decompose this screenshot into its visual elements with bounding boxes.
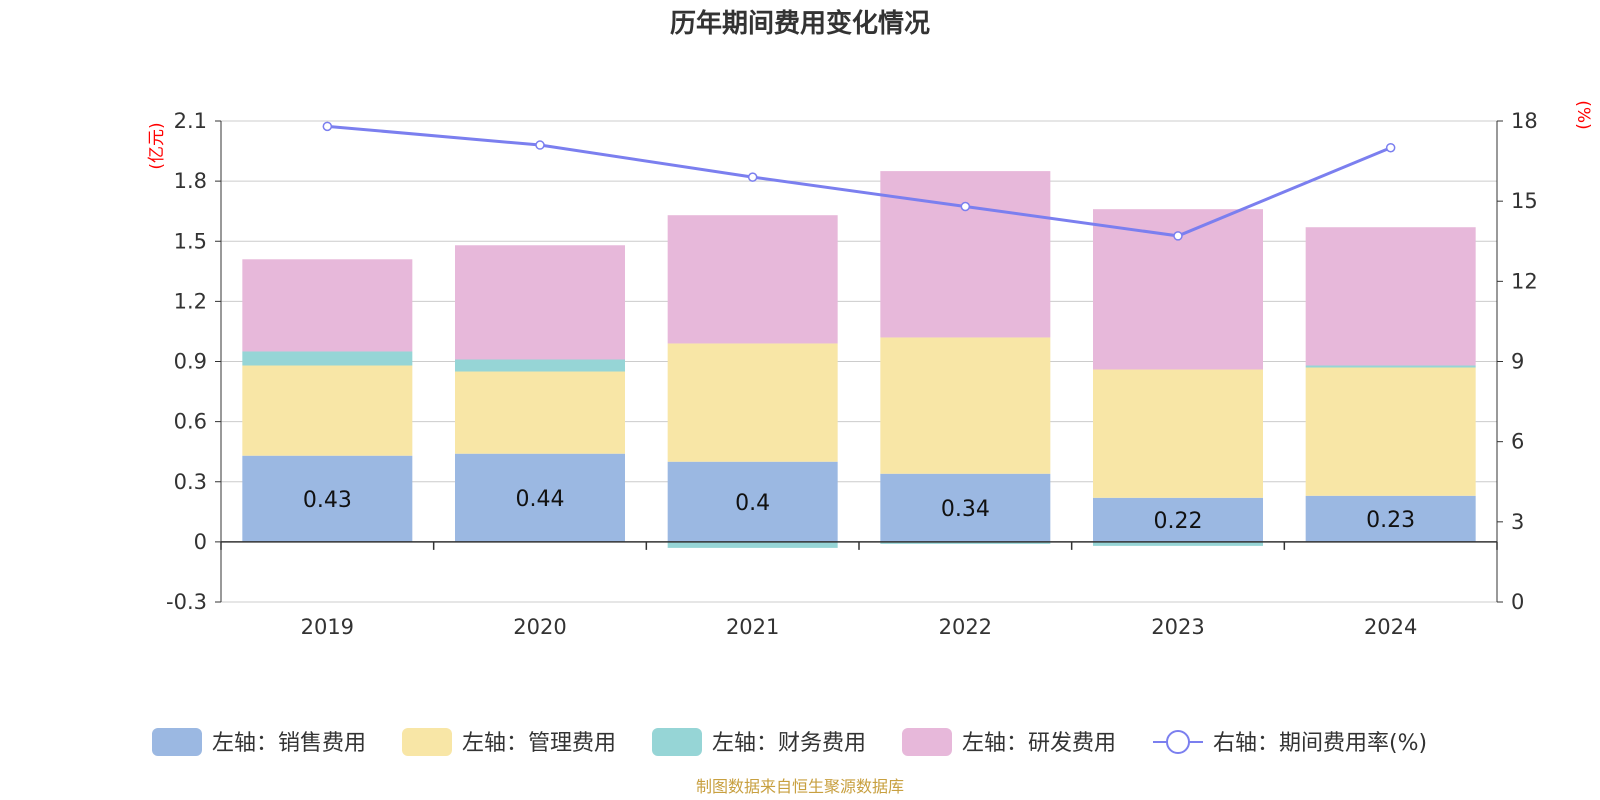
chart-title: 历年期间费用变化情况 bbox=[670, 8, 930, 39]
legend-marker bbox=[1166, 730, 1190, 754]
legend-label: 左轴：销售费用 bbox=[212, 731, 366, 756]
x-tick-label: 2019 bbox=[301, 615, 354, 639]
right-tick-label: 15 bbox=[1511, 189, 1538, 213]
right-tick-label: 12 bbox=[1511, 269, 1538, 293]
bar-data-label: 0.23 bbox=[1366, 508, 1415, 533]
rate-line bbox=[322, 121, 1396, 241]
left-tick-label: 0.6 bbox=[174, 410, 207, 434]
legend-swatch bbox=[402, 728, 452, 756]
left-tick-label: 2.1 bbox=[174, 109, 207, 133]
legend-swatch bbox=[152, 728, 202, 756]
right-tick-label: 18 bbox=[1511, 109, 1538, 133]
bar-segment bbox=[242, 455, 413, 542]
bar-segment bbox=[1093, 497, 1263, 542]
right-tick-label: 6 bbox=[1511, 430, 1524, 454]
source-note: 制图数据来自恒生聚源数据库 bbox=[696, 777, 904, 796]
rate-point bbox=[1385, 142, 1396, 153]
rate-point bbox=[960, 201, 971, 212]
legend-label: 左轴：财务费用 bbox=[712, 731, 866, 756]
x-tick-label: 2020 bbox=[513, 615, 566, 639]
legend-swatch bbox=[652, 728, 702, 756]
bar-segment bbox=[667, 461, 838, 542]
right-axis: 18 15 12 9 6 3 0 bbox=[1496, 109, 1538, 614]
legend-item[interactable]: 左轴：管理费用 bbox=[402, 728, 616, 756]
rate-point bbox=[322, 121, 333, 132]
legend-swatch bbox=[902, 728, 952, 756]
bar-segment bbox=[880, 337, 1051, 474]
left-tick-label: 1.2 bbox=[174, 289, 207, 313]
rate-point bbox=[1173, 231, 1183, 241]
bar-segment bbox=[667, 541, 838, 548]
legend-label: 左轴：管理费用 bbox=[462, 731, 616, 756]
bar-segment bbox=[455, 359, 625, 372]
bar-segment bbox=[242, 259, 413, 352]
left-axis: 2.1 1.8 1.5 1.2 0.9 0.6 0.3 0 -0.3 bbox=[166, 109, 222, 614]
x-axis bbox=[220, 541, 1498, 550]
bar-data-label: 0.44 bbox=[516, 487, 565, 512]
legend-item[interactable]: 左轴：销售费用 bbox=[152, 728, 366, 756]
bar-data-label: 0.43 bbox=[303, 488, 352, 513]
bar-segment bbox=[1093, 541, 1263, 546]
bar-segment bbox=[455, 245, 625, 360]
bar-segment bbox=[880, 473, 1051, 542]
bar-segment bbox=[667, 215, 838, 344]
bar-segment bbox=[455, 453, 625, 542]
x-tick-label: 2024 bbox=[1364, 615, 1417, 639]
rate-point bbox=[747, 172, 758, 182]
x-tick-label: 2023 bbox=[1151, 615, 1204, 639]
bar-data-label: 0.34 bbox=[941, 497, 990, 522]
bar-segment bbox=[880, 171, 1051, 338]
right-tick-label: 3 bbox=[1511, 510, 1524, 534]
legend[interactable]: 左轴：销售费用 左轴：管理费用 左轴：财务费用 左轴：研发费用 右轴：期间费用率(%) bbox=[152, 728, 1427, 756]
bar-segment bbox=[667, 343, 838, 462]
left-tick-label: 0.3 bbox=[174, 470, 207, 494]
legend-item[interactable]: 右轴：期间费用率(%) bbox=[1153, 730, 1427, 756]
bar-segment bbox=[1305, 495, 1476, 542]
rate-line-path bbox=[327, 124, 1392, 238]
left-tick-label: 0 bbox=[194, 530, 207, 554]
bar-segment bbox=[1305, 227, 1476, 366]
right-tick-label: 0 bbox=[1511, 590, 1524, 614]
bar-segment bbox=[242, 365, 413, 456]
bar-segment bbox=[880, 541, 1051, 544]
left-tick-label: 1.5 bbox=[174, 229, 207, 253]
left-tick-label: 1.8 bbox=[174, 169, 207, 193]
bar-segment bbox=[1305, 365, 1476, 368]
x-tick-label: 2022 bbox=[939, 615, 992, 639]
grid-lines bbox=[221, 120, 1497, 603]
bar-segment bbox=[242, 351, 413, 366]
legend-item[interactable]: 左轴：财务费用 bbox=[652, 728, 866, 756]
left-tick-label: 0.9 bbox=[174, 350, 207, 374]
right-axis-unit: (%) bbox=[1573, 100, 1593, 129]
left-tick-label: -0.3 bbox=[166, 590, 207, 614]
bar-labels: 0.43 0.44 0.4 0.34 0.22 0.23 bbox=[303, 487, 1415, 534]
left-axis-unit: (亿元) bbox=[147, 122, 167, 169]
bar-data-label: 0.22 bbox=[1154, 509, 1203, 534]
bar-data-label: 0.4 bbox=[735, 491, 770, 516]
bar-segment bbox=[1305, 367, 1476, 496]
legend-item[interactable]: 左轴：研发费用 bbox=[902, 728, 1116, 756]
bar-segment bbox=[455, 371, 625, 454]
right-tick-label: 9 bbox=[1511, 350, 1524, 374]
rate-point bbox=[535, 140, 545, 150]
bars bbox=[242, 171, 1476, 548]
bar-segment bbox=[1093, 369, 1263, 498]
x-tick-label: 2021 bbox=[726, 615, 779, 639]
legend-label: 右轴：期间费用率(%) bbox=[1213, 731, 1427, 756]
legend-label: 左轴：研发费用 bbox=[962, 731, 1116, 756]
x-axis-labels: 2019 2020 2021 2022 2023 2024 bbox=[301, 615, 1418, 639]
